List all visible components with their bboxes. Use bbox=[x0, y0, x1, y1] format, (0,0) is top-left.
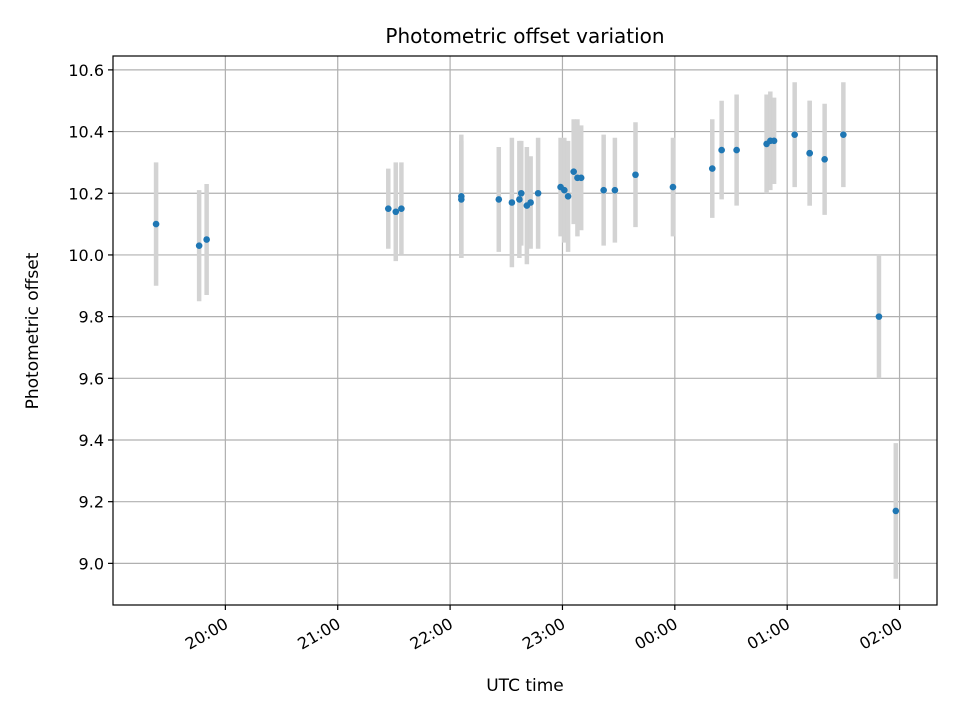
data-point bbox=[534, 189, 542, 197]
data-point bbox=[203, 236, 210, 243]
data-point bbox=[600, 186, 607, 194]
data-point bbox=[527, 199, 534, 206]
data-point bbox=[875, 313, 883, 320]
data-point bbox=[517, 189, 525, 197]
data-point bbox=[384, 205, 392, 212]
y-axis-label: Photometric offset bbox=[23, 252, 43, 409]
data-point bbox=[564, 193, 572, 200]
data-point bbox=[570, 168, 577, 175]
data-point bbox=[577, 174, 585, 182]
plot-frame bbox=[112, 55, 938, 606]
y-tick-label: 9.4 bbox=[79, 431, 104, 450]
y-tick-label: 9.0 bbox=[79, 554, 104, 573]
y-tick-label: 9.8 bbox=[79, 308, 104, 327]
data-point bbox=[495, 196, 503, 203]
data-point bbox=[770, 137, 778, 145]
data-point bbox=[195, 242, 203, 249]
data-point bbox=[398, 205, 405, 212]
x-axis-label: UTC time bbox=[486, 676, 564, 696]
y-tick-label: 10.0 bbox=[68, 246, 104, 265]
data-point bbox=[152, 220, 160, 228]
chart-title: Photometric offset variation bbox=[385, 24, 664, 48]
data-point bbox=[632, 171, 639, 179]
data-point bbox=[458, 196, 465, 203]
y-tick-label: 10.6 bbox=[68, 61, 104, 80]
data-point bbox=[669, 183, 677, 191]
data-point bbox=[806, 149, 813, 157]
data-point bbox=[718, 146, 725, 154]
y-tick-label: 10.2 bbox=[68, 184, 104, 203]
y-tick-label: 9.2 bbox=[79, 493, 104, 512]
data-point bbox=[516, 196, 523, 203]
data-point bbox=[791, 131, 798, 138]
data-point bbox=[508, 199, 516, 206]
data-points bbox=[152, 131, 900, 515]
data-point bbox=[821, 156, 828, 163]
data-point bbox=[708, 165, 716, 172]
y-tick-label: 9.6 bbox=[79, 369, 104, 388]
y-tick-label: 10.4 bbox=[68, 123, 104, 142]
y-axis: 9.0 9.2 9.4 9.6 9.8 10.0 10.2 10.4 10.6 bbox=[68, 61, 113, 573]
data-point bbox=[840, 131, 847, 138]
data-point bbox=[561, 186, 568, 194]
data-point bbox=[611, 186, 619, 194]
data-point bbox=[892, 507, 900, 515]
data-point bbox=[733, 146, 740, 154]
data-point bbox=[392, 208, 400, 216]
